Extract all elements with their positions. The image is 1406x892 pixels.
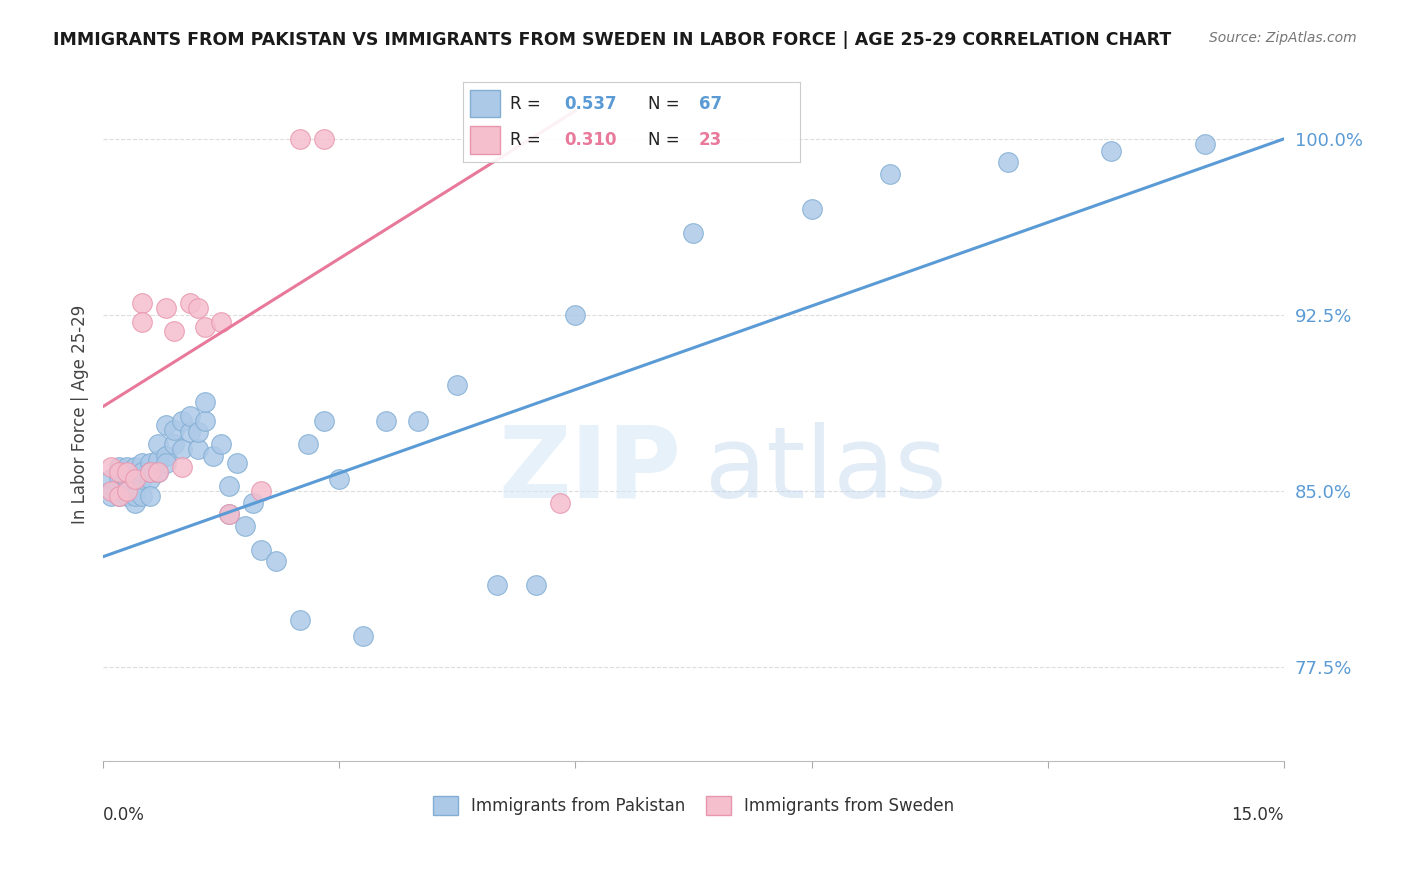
Point	[446, 378, 468, 392]
Point	[148, 437, 170, 451]
Point	[194, 394, 217, 409]
Point	[148, 465, 170, 479]
Point	[155, 301, 177, 315]
Point	[218, 479, 240, 493]
Point	[249, 542, 271, 557]
Text: Source: ZipAtlas.com: Source: ZipAtlas.com	[1209, 31, 1357, 45]
Point	[879, 167, 901, 181]
Point	[108, 489, 131, 503]
Point	[297, 437, 319, 451]
Point	[131, 456, 153, 470]
Point	[124, 483, 146, 498]
Text: atlas: atlas	[706, 422, 946, 518]
Point	[179, 296, 201, 310]
Point	[115, 489, 138, 503]
Point	[249, 483, 271, 498]
Point	[115, 465, 138, 479]
Legend: Immigrants from Pakistan, Immigrants from Sweden: Immigrants from Pakistan, Immigrants fro…	[426, 789, 960, 822]
Point	[108, 470, 131, 484]
Point	[100, 472, 122, 486]
Point	[312, 413, 335, 427]
Point	[179, 425, 201, 440]
Point	[997, 155, 1019, 169]
Point	[124, 472, 146, 486]
Point	[242, 496, 264, 510]
Point	[800, 202, 823, 217]
Point	[124, 472, 146, 486]
Point	[108, 479, 131, 493]
Point	[209, 315, 232, 329]
Point	[139, 489, 162, 503]
Point	[108, 489, 131, 503]
Point	[218, 508, 240, 522]
Point	[115, 483, 138, 498]
Point	[524, 578, 547, 592]
Point	[328, 472, 350, 486]
Point	[124, 496, 146, 510]
Point	[194, 413, 217, 427]
Point	[485, 578, 508, 592]
Point	[115, 483, 138, 498]
Y-axis label: In Labor Force | Age 25-29: In Labor Force | Age 25-29	[72, 305, 89, 524]
Point	[312, 132, 335, 146]
Point	[115, 483, 138, 498]
Point	[131, 296, 153, 310]
Point	[194, 319, 217, 334]
Point	[148, 465, 170, 479]
Point	[209, 437, 232, 451]
Point	[124, 489, 146, 503]
Point	[155, 449, 177, 463]
Point	[288, 613, 311, 627]
Point	[170, 413, 193, 427]
Point	[233, 519, 256, 533]
Point	[163, 324, 186, 338]
Point	[131, 465, 153, 479]
Point	[139, 465, 162, 479]
Point	[564, 308, 586, 322]
Point	[115, 460, 138, 475]
Point	[139, 456, 162, 470]
Point	[352, 630, 374, 644]
Point	[288, 132, 311, 146]
Text: IMMIGRANTS FROM PAKISTAN VS IMMIGRANTS FROM SWEDEN IN LABOR FORCE | AGE 25-29 CO: IMMIGRANTS FROM PAKISTAN VS IMMIGRANTS F…	[53, 31, 1171, 49]
Point	[115, 472, 138, 486]
Point	[187, 442, 209, 456]
Text: 15.0%: 15.0%	[1232, 805, 1284, 824]
Point	[682, 226, 704, 240]
Text: ZIP: ZIP	[499, 422, 682, 518]
Point	[108, 465, 131, 479]
Point	[155, 456, 177, 470]
Point	[170, 460, 193, 475]
Point	[1099, 144, 1122, 158]
Point	[1194, 136, 1216, 151]
Point	[179, 409, 201, 423]
Text: 0.0%: 0.0%	[103, 805, 145, 824]
Point	[139, 465, 162, 479]
Point	[226, 456, 249, 470]
Point	[375, 413, 398, 427]
Point	[170, 442, 193, 456]
Point	[100, 460, 122, 475]
Point	[139, 472, 162, 486]
Point	[100, 489, 122, 503]
Point	[163, 437, 186, 451]
Point	[131, 315, 153, 329]
Point	[202, 449, 225, 463]
Point	[100, 483, 122, 498]
Point	[187, 425, 209, 440]
Point	[131, 489, 153, 503]
Point	[131, 472, 153, 486]
Point	[124, 460, 146, 475]
Point	[406, 413, 429, 427]
Point	[187, 301, 209, 315]
Point	[100, 483, 122, 498]
Point	[218, 508, 240, 522]
Point	[155, 418, 177, 433]
Point	[548, 496, 571, 510]
Point	[148, 453, 170, 467]
Point	[108, 460, 131, 475]
Point	[266, 554, 288, 568]
Point	[163, 423, 186, 437]
